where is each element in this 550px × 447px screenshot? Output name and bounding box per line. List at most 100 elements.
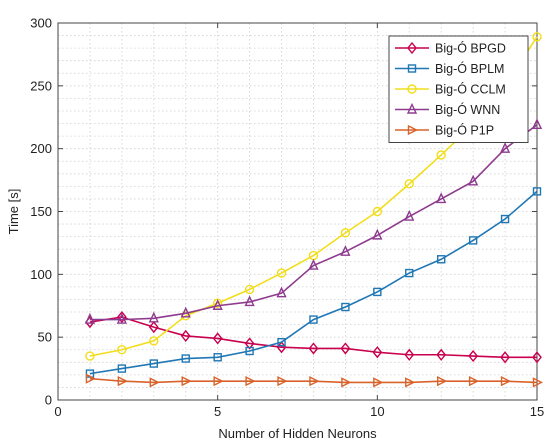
legend-label: Big-Ó P1P [435,123,494,138]
data-point [213,376,224,387]
data-point [309,376,320,387]
data-point [149,336,159,346]
legend-swatch-marker [406,102,418,114]
data-point [468,174,479,186]
legend-item: Big-Ó BPLM [395,61,504,76]
data-point [340,342,351,355]
y-tick-label: 300 [30,16,52,31]
data-point [531,118,543,129]
data-point [532,377,544,388]
series-big-wnn [84,118,543,324]
data-point [373,377,384,388]
data-point [276,286,287,298]
x-tick-label: 15 [530,404,544,419]
y-tick-label: 150 [30,204,52,219]
data-point [468,349,479,363]
data-point [500,376,512,387]
legend-label: Big-Ó BPLM [435,61,504,76]
data-point [532,32,542,42]
data-point [308,342,319,355]
data-point [405,268,414,278]
legend-label: Big-Ó CCLM [435,82,506,97]
data-point [116,310,127,324]
legend-item: Big-Ó CCLM [395,82,506,97]
series-line [89,124,538,321]
data-point [181,376,192,387]
y-tick-label: 250 [30,78,52,93]
data-point [340,245,351,256]
series-big-bplm [85,187,542,378]
data-point [372,206,383,217]
data-point [180,329,191,343]
series-big-p1p [85,373,544,388]
data-point [436,150,446,160]
data-point [213,353,222,362]
legend: Big-Ó BPGD Big-Ó BPLM Big-Ó CCLM Big-Ó WNN B… [388,35,529,143]
data-point [212,332,223,345]
legend-label: Big-Ó BPGD [435,41,506,56]
data-point [340,228,351,238]
x-tick-label: 10 [370,404,384,419]
data-point [372,228,383,240]
data-point [436,348,447,361]
data-point [404,179,414,189]
legend-swatch-marker [407,124,419,136]
data-point [308,258,319,270]
y-tick-label: 50 [38,330,52,345]
series-line [89,316,537,359]
data-point [468,236,478,245]
data-point [341,302,350,312]
data-point [499,142,511,153]
legend-label: Big-Ó WNN [435,102,500,117]
data-point [84,312,96,324]
data-point [117,364,127,373]
data-point [244,295,255,307]
data-point [500,214,510,224]
legend-item: Big-Ó BPGD [395,41,506,56]
data-point [149,359,159,368]
data-point [276,268,287,278]
data-point [244,337,255,350]
y-tick-label: 200 [30,141,52,156]
x-tick-label: 5 [214,404,221,419]
legend-item: Big-Ó P1P [395,123,494,138]
data-point [244,284,255,295]
data-point [277,337,286,347]
legend-swatch-marker [407,41,417,55]
legend-item: Big-Ó WNN [395,102,500,117]
x-axis-title: Number of Hidden Neurons [218,426,377,441]
data-point [117,376,128,387]
data-point [341,377,352,388]
data-point [437,255,446,264]
data-point [245,376,256,387]
data-point [404,209,415,221]
data-point [309,315,318,324]
data-point [277,376,288,387]
series-layer [84,32,544,388]
data-point [117,345,127,355]
data-point [437,376,448,387]
x-tick-label: 0 [54,404,61,419]
legend-swatch-marker [407,84,417,94]
data-point [373,287,382,297]
y-axis-title: Time [s] [6,189,21,235]
data-point [148,311,159,323]
data-point [116,312,127,324]
y-tick-label: 0 [45,393,52,408]
data-point [245,346,254,356]
series-line [89,377,538,384]
data-point [405,377,416,388]
series-line [89,190,538,375]
data-point [372,346,383,359]
data-point [149,377,160,388]
y-tick-label: 100 [30,267,52,282]
data-point [180,306,191,318]
legend-swatch-marker [407,64,417,73]
data-point [148,320,159,334]
data-point [404,348,415,361]
data-point [181,354,190,363]
data-point [436,192,447,204]
data-point [532,187,542,196]
